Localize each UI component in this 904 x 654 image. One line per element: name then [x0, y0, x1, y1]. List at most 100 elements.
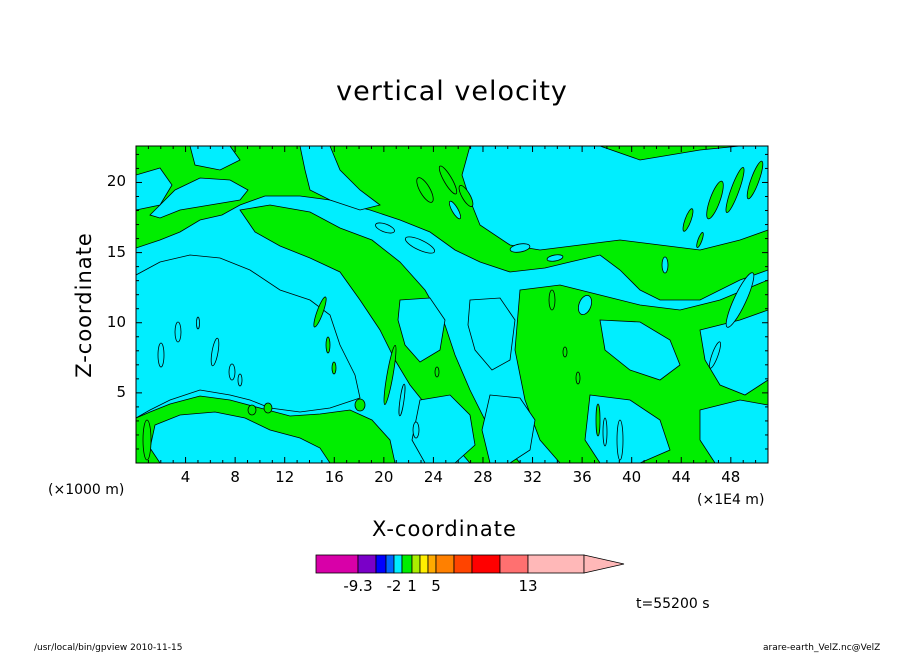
- x-tick-label: 16: [324, 468, 344, 486]
- field-cell: [157, 342, 165, 368]
- field-cell: [661, 256, 669, 274]
- field-region: [584, 394, 671, 463]
- field-cell: [696, 232, 704, 248]
- field-cell: [237, 373, 243, 387]
- field-cell: [354, 398, 366, 412]
- time-label: t=55200 s: [636, 596, 710, 612]
- field-region: [699, 309, 768, 396]
- field-cell: [709, 341, 721, 369]
- x-unit-right: (×1E4 m): [697, 492, 765, 508]
- field-cell: [725, 272, 755, 328]
- field-cell: [263, 402, 273, 414]
- field-cell: [458, 185, 474, 207]
- field-region: [299, 146, 381, 211]
- field-cell: [575, 371, 581, 385]
- colorbar-segment: [499, 554, 529, 574]
- colorbar-segment: [375, 554, 387, 574]
- field-cell: [746, 160, 764, 200]
- colorbar-segment: [435, 554, 455, 574]
- field-cell: [247, 404, 257, 416]
- field-cell: [325, 336, 331, 354]
- colorbar-segment: [527, 554, 585, 574]
- y-tick-label: 15: [106, 242, 126, 261]
- x-tick-label: 36: [572, 468, 592, 486]
- field-cell: [448, 200, 462, 220]
- field-region: [189, 146, 241, 171]
- colorbar: [315, 554, 625, 574]
- field-cell: [398, 383, 406, 417]
- x-tick-label: 40: [622, 468, 642, 486]
- field-cell: [375, 222, 395, 234]
- colorbar-arrow: [583, 554, 625, 574]
- field-region: [136, 254, 361, 419]
- field-region: [599, 319, 681, 381]
- field-cell: [616, 419, 624, 461]
- chart-title: vertical velocity: [336, 76, 568, 107]
- field-region: [411, 394, 476, 463]
- x-axis-title: X-coordinate: [372, 517, 517, 541]
- x-tick-label: 48: [721, 468, 741, 486]
- field-cell: [562, 346, 568, 358]
- field-region: [136, 167, 173, 211]
- field-cell: [438, 165, 458, 195]
- colorbar-segment: [419, 554, 429, 574]
- colorbar-segment: [385, 554, 395, 574]
- field-cell: [725, 167, 745, 213]
- field-cell: [404, 236, 436, 254]
- field-cell: [210, 337, 220, 367]
- field-cell: [682, 208, 694, 232]
- field-cell: [412, 421, 420, 439]
- x-tick-label: 24: [423, 468, 443, 486]
- x-tick-label: 28: [473, 468, 493, 486]
- colorbar-segment: [393, 554, 403, 574]
- field-cell: [416, 177, 434, 203]
- colorbar-segment: [471, 554, 501, 574]
- x-tick-label: 44: [671, 468, 691, 486]
- x-tick-label: 20: [374, 468, 394, 486]
- x-unit-left: (×1000 m): [48, 482, 125, 498]
- footer-right: arare-earth_VelZ.nc@VelZ: [763, 643, 881, 653]
- field-region: [149, 411, 331, 463]
- y-tick-label: 5: [116, 382, 126, 401]
- colorbar-segment: [453, 554, 473, 574]
- x-tick-label: 32: [523, 468, 543, 486]
- velocity-field: [136, 146, 768, 463]
- plot-frame: [135, 145, 769, 464]
- field-cell: [578, 294, 592, 316]
- field-region: [397, 297, 446, 363]
- field-cell: [509, 243, 531, 253]
- field-cell: [595, 403, 601, 437]
- field-cell: [331, 361, 337, 375]
- colorbar-segment: [401, 554, 413, 574]
- field-cell: [546, 254, 564, 262]
- colorbar-label: -2: [386, 577, 402, 595]
- field-cell: [196, 316, 200, 330]
- colorbar-segment: [411, 554, 421, 574]
- field-cell: [228, 363, 236, 381]
- footer-left: /usr/local/bin/gpview 2010-11-15: [34, 643, 183, 653]
- axis-ticks: [136, 146, 768, 463]
- field-region: [481, 394, 536, 463]
- colorbar-label: -9.3: [343, 577, 373, 595]
- field-cell: [434, 366, 440, 378]
- field-cell: [142, 419, 152, 461]
- colorbar-segment: [315, 554, 359, 574]
- field-region: [461, 146, 768, 251]
- field-cell: [174, 321, 182, 343]
- colorbar-segment: [357, 554, 377, 574]
- field-region: [467, 297, 516, 371]
- colorbar-segment: [427, 554, 437, 574]
- field-cell: [602, 417, 608, 447]
- x-tick-label: 8: [230, 468, 240, 486]
- field-region: [149, 177, 249, 219]
- field-cell: [313, 296, 327, 328]
- y-tick-label: 20: [106, 172, 126, 191]
- x-tick-label: 4: [180, 468, 191, 486]
- y-axis-title: Z-coordinate: [72, 232, 96, 378]
- y-tick-label: 10: [106, 312, 126, 331]
- field-cell: [706, 180, 724, 220]
- field-cell: [383, 345, 397, 405]
- colorbar-label: 5: [431, 577, 441, 595]
- colorbar-label: 1: [407, 577, 417, 595]
